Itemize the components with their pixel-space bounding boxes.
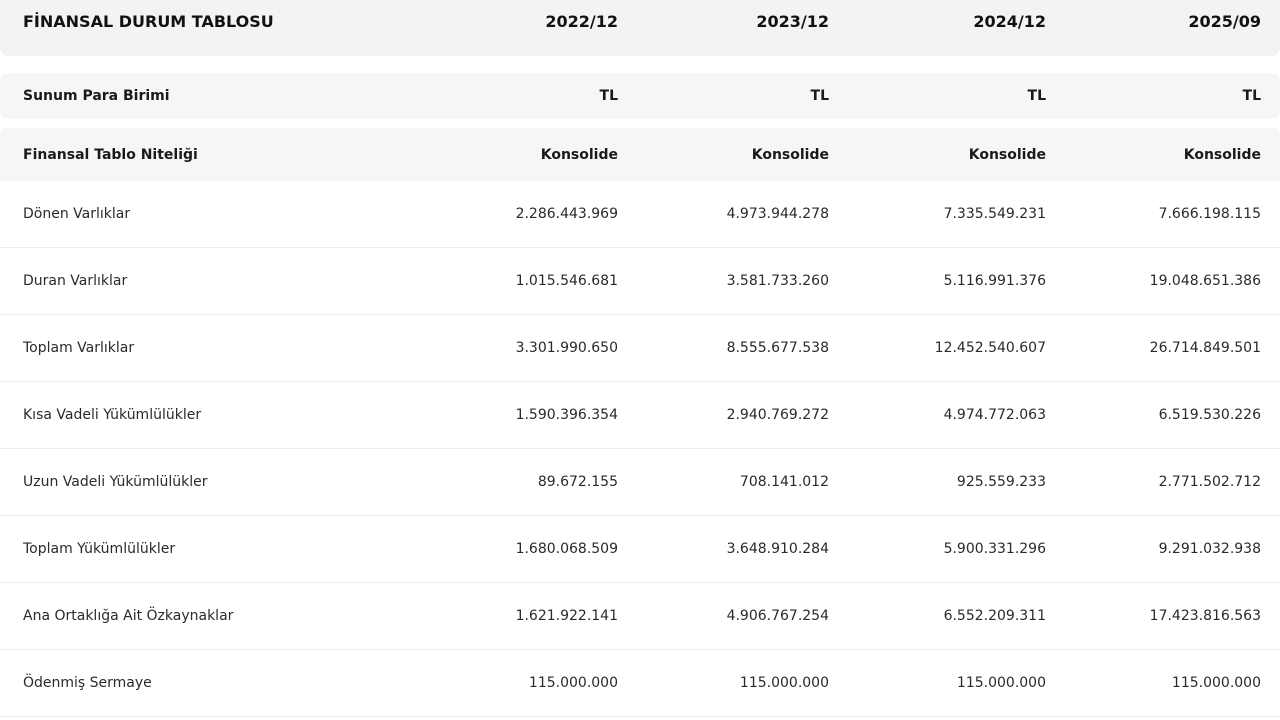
nature-value: Konsolide: [540, 146, 618, 163]
cell-value: 1.015.546.681: [515, 273, 618, 289]
cell-value: 115.000.000: [1171, 675, 1261, 691]
cell-value: 4.974.772.063: [943, 407, 1046, 423]
currency-value: TL: [1242, 88, 1261, 104]
cell-value: 1.680.068.509: [515, 541, 618, 557]
cell-value: 8.555.677.538: [726, 340, 829, 356]
currency-row: Sunum Para Birimi TL TL TL TL: [0, 73, 1280, 119]
table-header: FİNANSAL DURUM TABLOSU 2022/12 2023/12 2…: [0, 0, 1280, 56]
cell-value: 7.335.549.231: [943, 206, 1046, 222]
nature-value: Konsolide: [1183, 146, 1261, 163]
period-header: 2025/09: [1188, 12, 1261, 31]
table-row: Uzun Vadeli Yükümlülükler 89.672.155 708…: [0, 449, 1280, 516]
table-row: Dönen Varlıklar 2.286.443.969 4.973.944.…: [0, 181, 1280, 248]
row-label: Toplam Varlıklar: [23, 340, 135, 356]
cell-value: 17.423.816.563: [1149, 608, 1261, 624]
cell-value: 3.581.733.260: [726, 273, 829, 289]
table-row: Kısa Vadeli Yükümlülükler 1.590.396.354 …: [0, 382, 1280, 449]
nature-value: Konsolide: [751, 146, 829, 163]
table-row: Duran Varlıklar 1.015.546.681 3.581.733.…: [0, 248, 1280, 315]
statement-nature-row: Finansal Tablo Niteliği Konsolide Konsol…: [0, 128, 1280, 181]
row-label: Dönen Varlıklar: [23, 206, 131, 222]
cell-value: 115.000.000: [739, 675, 829, 691]
period-header: 2022/12: [545, 12, 618, 31]
table-row: Toplam Yükümlülükler 1.680.068.509 3.648…: [0, 516, 1280, 583]
cell-value: 6.552.209.311: [943, 608, 1046, 624]
cell-value: 5.116.991.376: [943, 273, 1046, 289]
table-title: FİNANSAL DURUM TABLOSU: [23, 12, 274, 31]
cell-value: 2.940.769.272: [726, 407, 829, 423]
row-label: Uzun Vadeli Yükümlülükler: [23, 474, 208, 490]
cell-value: 12.452.540.607: [934, 340, 1046, 356]
cell-value: 2.771.502.712: [1158, 474, 1261, 490]
cell-value: 115.000.000: [956, 675, 1046, 691]
cell-value: 9.291.032.938: [1158, 541, 1261, 557]
cell-value: 5.900.331.296: [943, 541, 1046, 557]
cell-value: 115.000.000: [528, 675, 618, 691]
row-label: Ödenmiş Sermaye: [23, 675, 152, 691]
table-row: Ödenmiş Sermaye 115.000.000 115.000.000 …: [0, 650, 1280, 717]
cell-value: 2.286.443.969: [515, 206, 618, 222]
currency-value: TL: [1027, 88, 1046, 104]
cell-value: 708.141.012: [739, 474, 829, 490]
cell-value: 1.621.922.141: [515, 608, 618, 624]
row-label: Finansal Tablo Niteliği: [23, 146, 198, 163]
cell-value: 19.048.651.386: [1149, 273, 1261, 289]
table-row: Toplam Varlıklar 3.301.990.650 8.555.677…: [0, 315, 1280, 382]
table-row: Ana Ortaklığa Ait Özkaynaklar 1.621.922.…: [0, 583, 1280, 650]
cell-value: 89.672.155: [537, 474, 618, 490]
row-label: Kısa Vadeli Yükümlülükler: [23, 407, 202, 423]
cell-value: 26.714.849.501: [1149, 340, 1261, 356]
row-label: Sunum Para Birimi: [23, 88, 170, 104]
currency-value: TL: [599, 88, 618, 104]
cell-value: 6.519.530.226: [1158, 407, 1261, 423]
cell-value: 4.906.767.254: [726, 608, 829, 624]
cell-value: 3.301.990.650: [515, 340, 618, 356]
cell-value: 4.973.944.278: [726, 206, 829, 222]
currency-value: TL: [810, 88, 829, 104]
row-label: Toplam Yükümlülükler: [23, 541, 176, 557]
cell-value: 1.590.396.354: [515, 407, 618, 423]
nature-value: Konsolide: [968, 146, 1046, 163]
cell-value: 3.648.910.284: [726, 541, 829, 557]
period-header: 2023/12: [756, 12, 829, 31]
cell-value: 925.559.233: [956, 474, 1046, 490]
cell-value: 7.666.198.115: [1158, 206, 1261, 222]
row-label: Ana Ortaklığa Ait Özkaynaklar: [23, 608, 234, 624]
period-header: 2024/12: [973, 12, 1046, 31]
row-label: Duran Varlıklar: [23, 273, 128, 289]
